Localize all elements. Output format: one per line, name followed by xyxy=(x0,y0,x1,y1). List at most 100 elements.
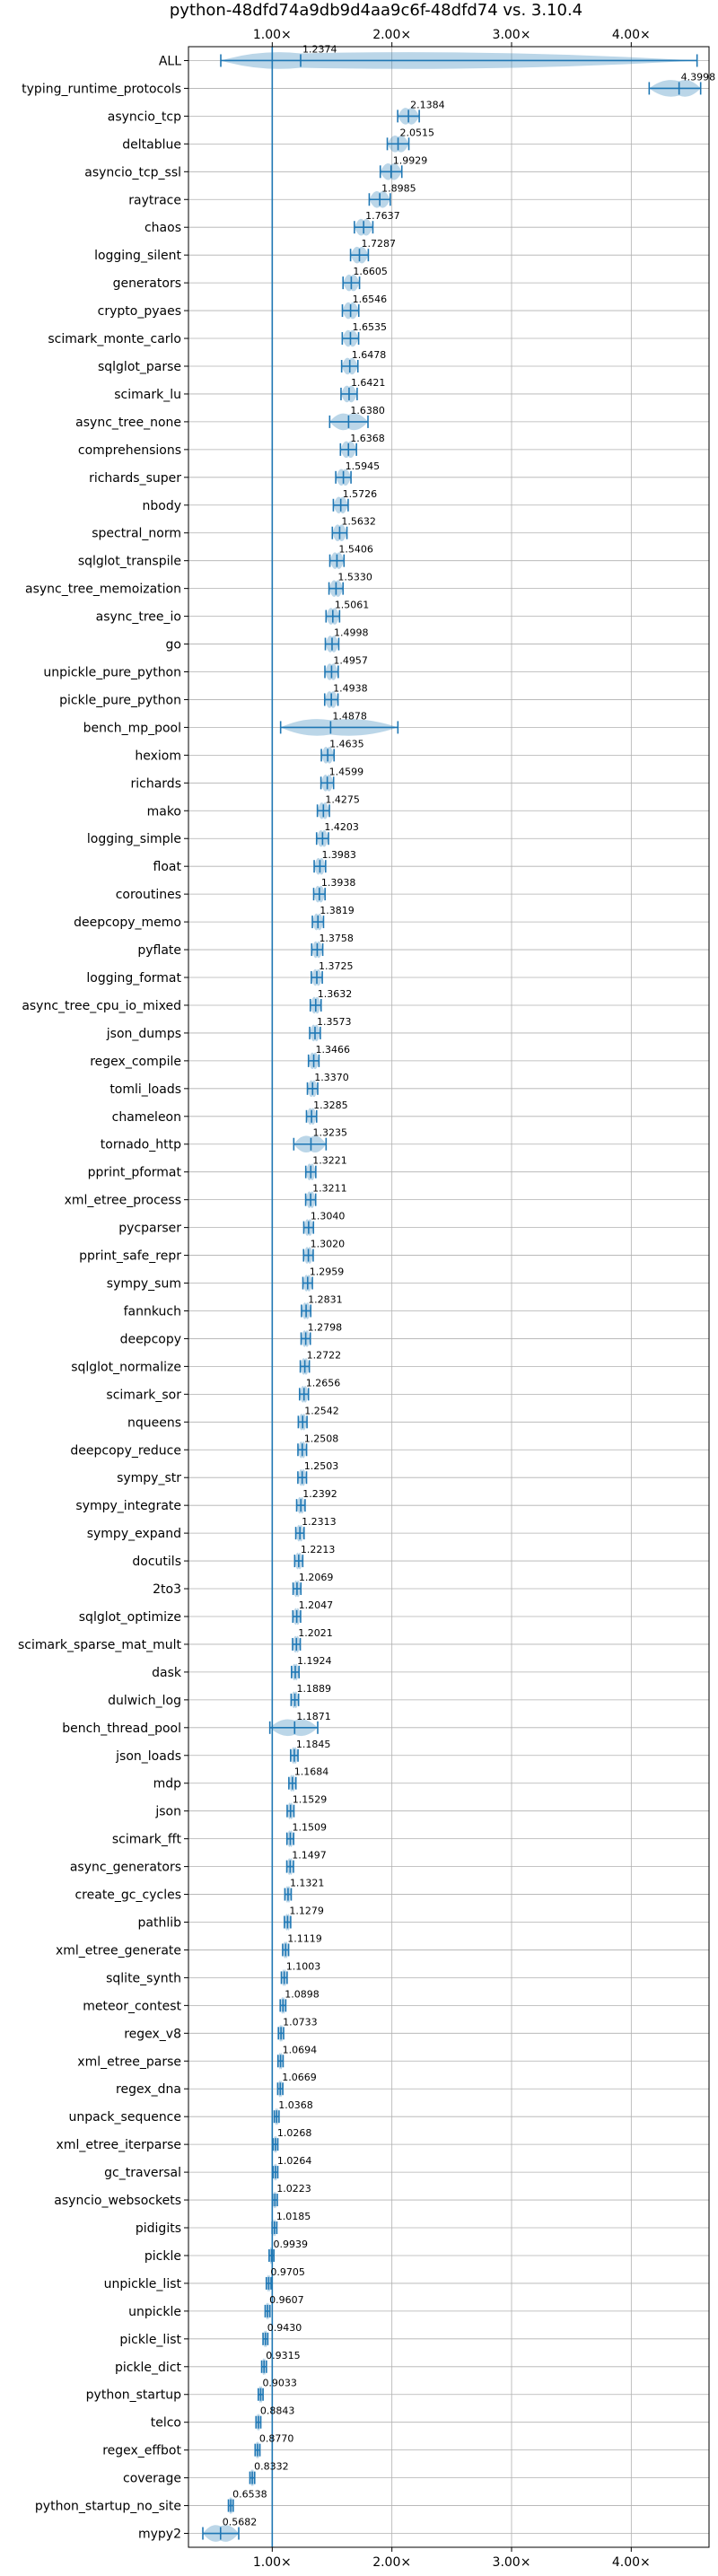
category-label: deltablue xyxy=(122,137,181,152)
chart-title: python-48dfd74a9db9d4aa9c6f-48dfd74 vs. … xyxy=(170,1,582,20)
value-label: 1.2656 xyxy=(306,1377,341,1389)
x-tick-label-top: 3.00× xyxy=(493,28,531,42)
value-label: 1.4635 xyxy=(329,738,364,749)
category-label: logging_silent xyxy=(94,249,181,263)
value-label: 1.2047 xyxy=(299,1599,334,1611)
value-label: 1.1889 xyxy=(297,1683,332,1695)
category-label: python_startup xyxy=(86,2388,181,2403)
category-label: asyncio_websockets xyxy=(54,2194,181,2208)
value-label: 1.2503 xyxy=(304,1460,339,1472)
category-label: logging_format xyxy=(86,971,181,986)
violin-layer xyxy=(202,52,702,2542)
category-label: gc_traversal xyxy=(104,2166,181,2180)
category-label: unpack_sequence xyxy=(69,2110,181,2125)
category-label: sympy_expand xyxy=(87,1527,181,1541)
category-label: scimark_lu xyxy=(114,388,181,402)
value-label: 1.4878 xyxy=(332,710,367,722)
value-label: 0.9607 xyxy=(269,2294,304,2306)
value-label: 0.8843 xyxy=(260,2405,295,2417)
value-label: 2.1384 xyxy=(410,99,445,110)
category-label: deepcopy_memo xyxy=(74,916,181,930)
x-tick-label-top: 4.00× xyxy=(612,28,651,42)
category-label: create_gc_cycles xyxy=(74,1888,181,1903)
value-label: 0.9033 xyxy=(262,2378,297,2389)
x-tick-label-bottom: 3.00× xyxy=(493,2555,531,2570)
category-label: fannkuch xyxy=(124,1304,181,1319)
category-label: sqlglot_optimize xyxy=(79,1610,181,1625)
axis-layer: 1.00× 1.00× 2.00× 2.00× 3.00× 3.00× 4.00× 4.00× xyxy=(184,28,710,2570)
value-label: 1.5061 xyxy=(335,600,370,611)
category-label: nqueens xyxy=(127,1415,181,1430)
value-label: 1.4998 xyxy=(334,627,369,639)
category-label: unpickle xyxy=(128,2305,181,2319)
value-label: 1.6546 xyxy=(353,294,388,305)
category-label: chaos xyxy=(144,221,181,235)
value-label: 1.6605 xyxy=(353,266,388,277)
category-label: comprehensions xyxy=(78,443,181,458)
category-label: mypy2 xyxy=(138,2528,181,2542)
value-label: 1.3235 xyxy=(312,1127,347,1139)
category-label: typing_runtime_protocols xyxy=(22,82,181,96)
x-tick-label-top: 2.00× xyxy=(372,28,411,42)
category-label: ALL xyxy=(159,54,181,68)
value-label: 1.2213 xyxy=(301,1544,336,1555)
category-label: regex_compile xyxy=(90,1055,181,1069)
value-label: 1.1321 xyxy=(290,1878,325,1889)
value-label: 1.3758 xyxy=(319,933,354,944)
category-label: go xyxy=(166,638,181,653)
category-label: crypto_pyaes xyxy=(98,304,181,319)
value-label: 1.3938 xyxy=(321,877,356,889)
value-label: 0.8332 xyxy=(254,2461,289,2473)
value-label: 1.6478 xyxy=(352,349,387,361)
value-label: 1.3466 xyxy=(316,1044,351,1056)
value-label: 1.7287 xyxy=(361,238,396,250)
category-label: tomli_loads xyxy=(109,1082,181,1097)
category-label-layer: ALL 1.2374 typing_runtime_protocols 4.3998 a… xyxy=(18,43,715,2541)
category-label: float xyxy=(153,860,182,874)
value-label: 1.1684 xyxy=(294,1766,329,1778)
value-label: 1.3632 xyxy=(318,988,353,1000)
plot-frame xyxy=(188,46,710,2548)
category-label: richards_super xyxy=(89,471,181,486)
value-label: 1.2798 xyxy=(308,1321,343,1333)
category-label: sympy_str xyxy=(117,1471,181,1485)
value-label: 1.1529 xyxy=(293,1794,328,1806)
value-label: 1.6535 xyxy=(352,321,387,333)
value-label: 1.1871 xyxy=(296,1711,331,1722)
value-label: 1.5945 xyxy=(346,460,381,472)
value-label: 1.1509 xyxy=(292,1822,327,1834)
value-label: 1.1497 xyxy=(292,1850,327,1862)
x-tick-label-bottom: 1.00× xyxy=(253,2555,292,2570)
category-label: asyncio_tcp_ssl xyxy=(84,165,181,180)
category-label: pathlib xyxy=(138,1916,182,1931)
value-label: 0.6538 xyxy=(232,2489,267,2501)
category-label: async_generators xyxy=(70,1861,181,1875)
value-label: 1.0733 xyxy=(283,2016,318,2028)
value-label: 0.9705 xyxy=(270,2266,305,2278)
value-label: 1.3040 xyxy=(311,1211,346,1222)
x-tick-label-top: 1.00× xyxy=(253,28,292,42)
category-label: mdp xyxy=(153,1777,182,1792)
value-label: 1.2374 xyxy=(302,43,337,55)
category-label: pickle_pure_python xyxy=(59,693,181,707)
category-label: async_tree_none xyxy=(75,416,181,430)
category-label: async_tree_io xyxy=(96,610,181,625)
category-label: raytrace xyxy=(128,193,181,207)
category-label: nbody xyxy=(143,499,182,513)
category-label: dulwich_log xyxy=(108,1694,181,1708)
value-label: 1.7637 xyxy=(365,210,400,222)
category-label: sqlite_synth xyxy=(106,1971,181,1985)
value-label: 1.0669 xyxy=(282,2072,317,2083)
category-label: pycparser xyxy=(118,1222,181,1236)
value-label: 1.3211 xyxy=(312,1183,347,1195)
value-label: 1.3370 xyxy=(314,1072,349,1083)
category-label: scimark_monte_carlo xyxy=(48,332,181,346)
value-label: 1.2831 xyxy=(308,1293,343,1305)
category-label: pickle xyxy=(144,2249,181,2264)
category-label: regex_v8 xyxy=(124,2027,181,2041)
value-label: 1.4203 xyxy=(324,821,359,833)
category-label: sqlglot_parse xyxy=(98,360,181,374)
value-label: 1.2542 xyxy=(304,1405,339,1416)
value-label: 1.4938 xyxy=(333,682,368,694)
